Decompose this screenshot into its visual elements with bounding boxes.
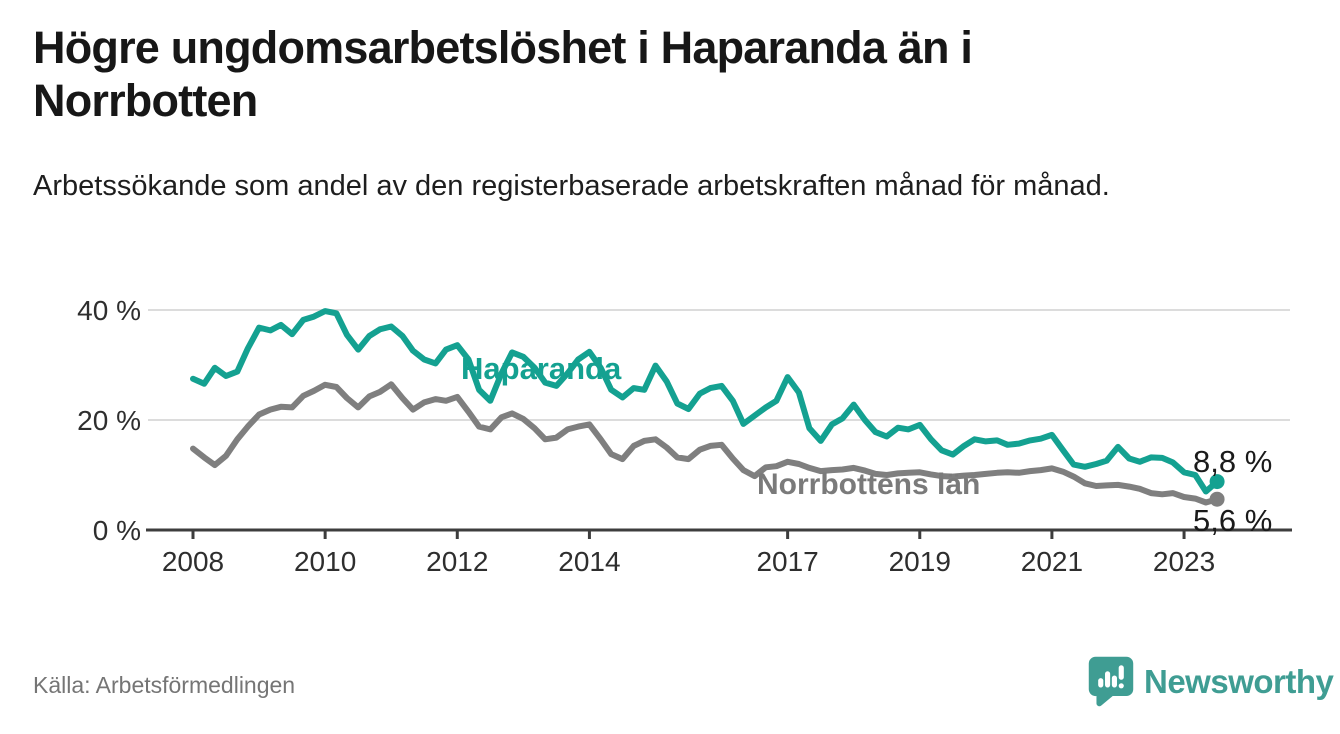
x-axis-label-2012: 2012 — [426, 546, 488, 577]
y-axis-label-0: 0 % — [93, 515, 141, 546]
x-axis-label-2021: 2021 — [1021, 546, 1083, 577]
newsworthy-logo-icon — [1087, 655, 1135, 708]
newsworthy-logo-text: Newsworthy — [1144, 662, 1334, 700]
series-line-haparanda — [190, 308, 1221, 495]
series-label-haparanda: Haparanda — [461, 351, 622, 386]
y-axis-label-20: 20 % — [77, 405, 141, 436]
source-note: Källa: Arbetsförmedlingen — [33, 672, 296, 698]
x-axis-label-2014: 2014 — [558, 546, 620, 577]
newsworthy-logo: Newsworthy — [1087, 655, 1334, 708]
x-axis-label-2010: 2010 — [294, 546, 356, 577]
series-end-dot-norrbottens-l-n — [1209, 491, 1225, 507]
x-axis-label-2023: 2023 — [1153, 546, 1215, 577]
end-value-label-haparanda: 8,8 % — [1193, 444, 1273, 479]
page-title: Högre ungdomsarbetslöshet i Haparanda än… — [33, 22, 973, 126]
end-value-label-norrbotten: 5,6 % — [1193, 503, 1273, 538]
x-axis-label-2019: 2019 — [889, 546, 951, 577]
y-axis-label-40: 40 % — [77, 295, 141, 326]
series-line-norrbottens-l-n — [190, 381, 1221, 506]
x-axis-label-2008: 2008 — [162, 546, 224, 577]
series-end-dot-haparanda — [1209, 474, 1225, 490]
series-label-norrbotten: Norrbottens län — [757, 468, 981, 501]
x-axis-label-2017: 2017 — [756, 546, 818, 577]
chart-subtitle: Arbetssökande som andel av den registerb… — [33, 170, 1110, 202]
